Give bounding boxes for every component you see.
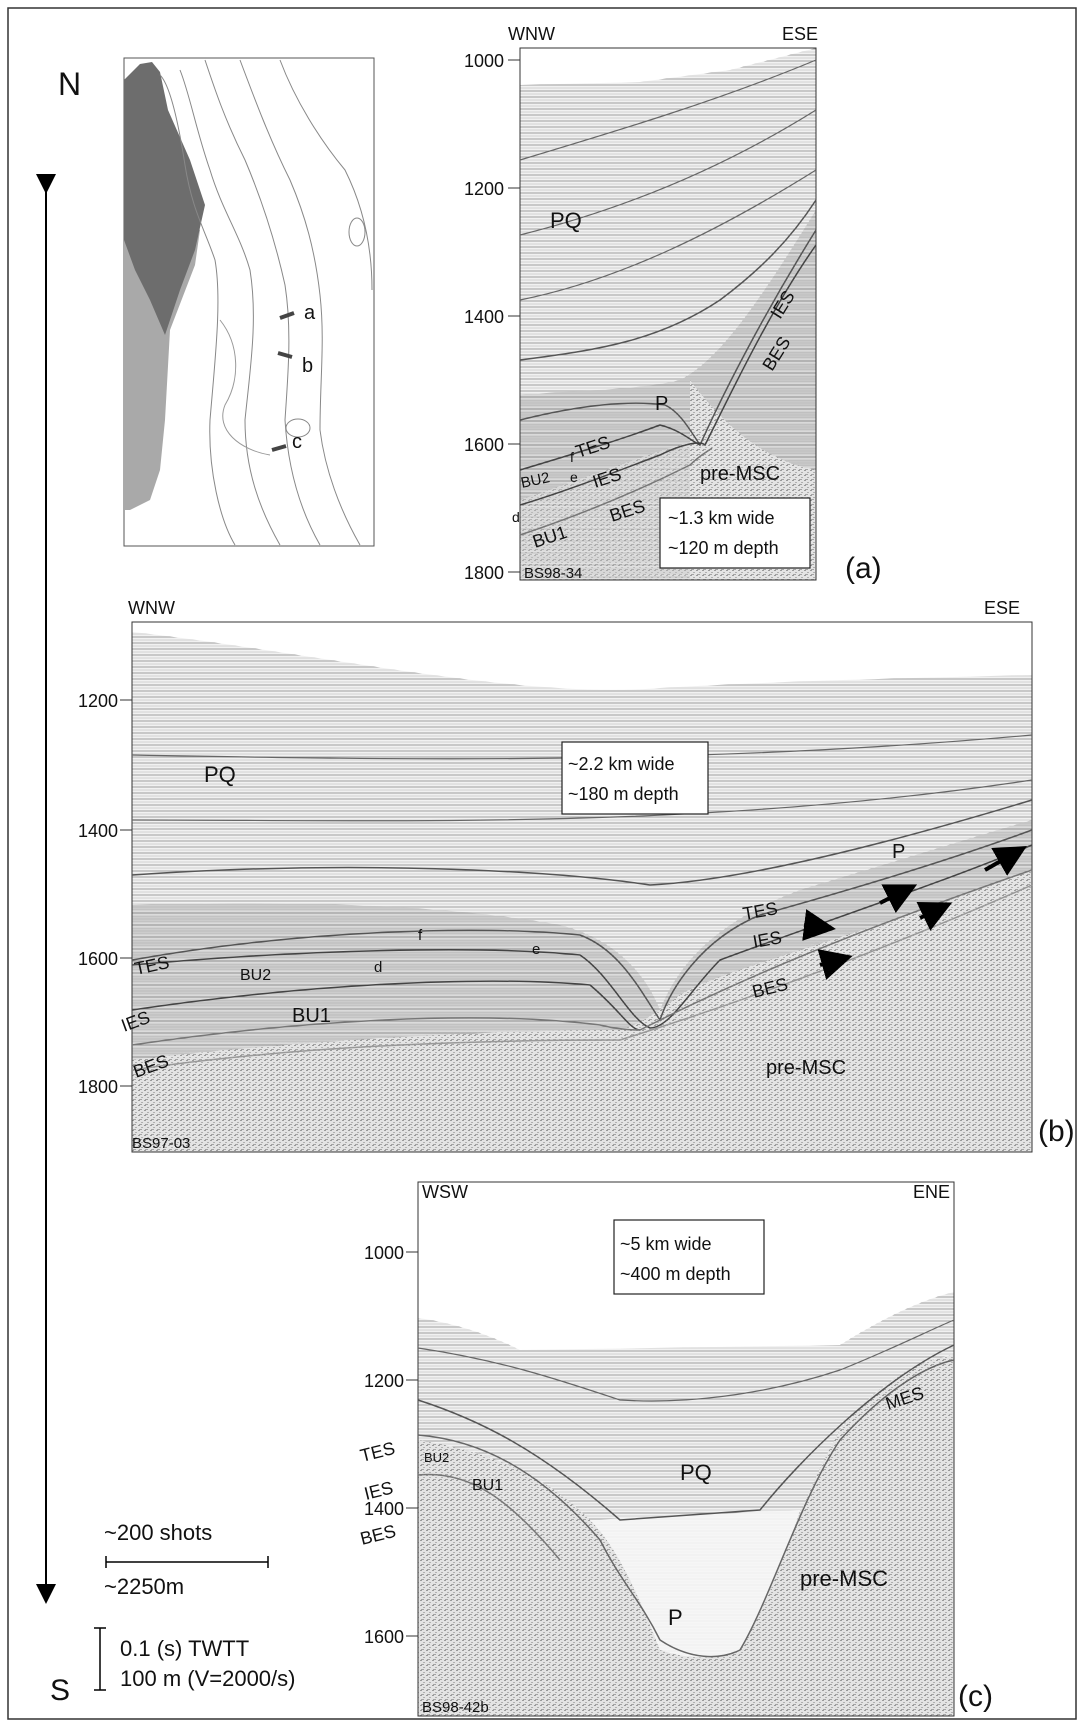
panel-b-arrows <box>802 846 1027 980</box>
panel-a-ytick-1400: 1400 <box>464 307 504 327</box>
south-label: S <box>50 1674 70 1707</box>
panel-a-label: (a) <box>845 552 882 585</box>
panel-a-label-d: d <box>512 509 520 525</box>
panel-b-label-ies-right: IES <box>751 927 783 952</box>
panel-a-box-width: ~1.3 km wide <box>668 508 775 528</box>
panel-c-ytick-1400: 1400 <box>364 1499 404 1519</box>
panel-b-label-f: f <box>418 927 423 944</box>
panel-a-dimension-box <box>659 497 811 569</box>
panel-c-dimension-box <box>613 1219 765 1295</box>
panel-b-box-width: ~2.2 km wide <box>568 754 675 774</box>
scale-depth: 100 m (V=2000/s) <box>120 1666 295 1691</box>
map-label-c: c <box>292 431 302 453</box>
panel-b-ytick-1200: 1200 <box>78 691 118 711</box>
panel-a-ytick-1000: 1000 <box>464 51 504 71</box>
panel-c-ytick-1600: 1600 <box>364 1627 404 1647</box>
panel-b-yaxis <box>120 699 132 1087</box>
panel-b-label-d: d <box>374 959 382 976</box>
panel-b-label-bu1: BU1 <box>292 1005 331 1027</box>
panel-c-yaxis <box>406 1251 418 1637</box>
panel-a-ytick-1800: 1800 <box>464 563 504 583</box>
panel-b-label-pre-msc: pre-MSC <box>766 1057 846 1079</box>
panel-b-left-direction: WNW <box>128 598 175 618</box>
panel-a-right-direction: ESE <box>782 24 818 44</box>
panel-b-ytick-1800: 1800 <box>78 1077 118 1097</box>
panel-a-left-direction: WNW <box>508 24 555 44</box>
panel-c-label-bu1: BU1 <box>472 1477 503 1494</box>
panel-b-label-p: P <box>892 841 905 863</box>
location-map <box>123 57 375 547</box>
panel-c-ytick-1000: 1000 <box>364 1243 404 1263</box>
panel-a-label-p: P <box>655 393 668 415</box>
panel-c-box-width: ~5 km wide <box>620 1234 712 1254</box>
seismic-panel-a <box>519 47 817 581</box>
panel-a-label-e: e <box>570 469 578 485</box>
seismic-panel-b <box>131 621 1033 1153</box>
panel-c-label-bu2: BU2 <box>424 1450 449 1465</box>
panel-a-profile-id: BS98-34 <box>524 565 582 582</box>
panel-a-ytick-1200: 1200 <box>464 179 504 199</box>
panel-a-label-pq: PQ <box>550 208 582 233</box>
scale-twtt: 0.1 (s) TWTT <box>120 1636 249 1661</box>
panel-b-right-direction: ESE <box>984 598 1020 618</box>
panel-c-label: (c) <box>958 1680 993 1713</box>
panel-c-label-pq: PQ <box>680 1460 712 1485</box>
panel-c-label-pre-msc: pre-MSC <box>800 1566 888 1591</box>
panel-c-ytick-1200: 1200 <box>364 1371 404 1391</box>
panel-c-label-p: P <box>668 1605 683 1630</box>
panel-b-label-bu2: BU2 <box>240 967 271 984</box>
panel-a-label-f: f <box>570 449 574 465</box>
panel-b-box-depth: ~180 m depth <box>568 784 679 804</box>
panel-a-ytick-1600: 1600 <box>464 435 504 455</box>
north-label: N <box>58 66 81 102</box>
panel-a-yaxis <box>508 59 520 573</box>
map-label-a: a <box>304 302 316 324</box>
panel-b-ytick-1400: 1400 <box>78 821 118 841</box>
panel-b-dimension-box <box>561 741 709 815</box>
panel-b-label-e: e <box>532 941 540 958</box>
seismic-panel-c <box>417 1181 955 1717</box>
map-label-b: b <box>302 355 313 377</box>
panel-b-label: (b) <box>1038 1115 1075 1148</box>
panel-c-right-direction: ENE <box>913 1182 950 1202</box>
panel-b-label-pq: PQ <box>204 762 236 787</box>
panel-c-profile-id: BS98-42b <box>422 1699 489 1716</box>
scale-shots: ~200 shots <box>104 1520 212 1545</box>
panel-a-label-pre-msc: pre-MSC <box>700 463 780 485</box>
panel-b-ytick-1600: 1600 <box>78 949 118 969</box>
panel-a-box-depth: ~120 m depth <box>668 538 779 558</box>
panel-c-left-direction: WSW <box>422 1182 468 1202</box>
panel-c-box-depth: ~400 m depth <box>620 1264 731 1284</box>
panel-a-label-bu2: BU2 <box>519 469 551 492</box>
panel-b-profile-id: BS97-03 <box>132 1135 190 1152</box>
scale-distance: ~2250m <box>104 1574 184 1599</box>
